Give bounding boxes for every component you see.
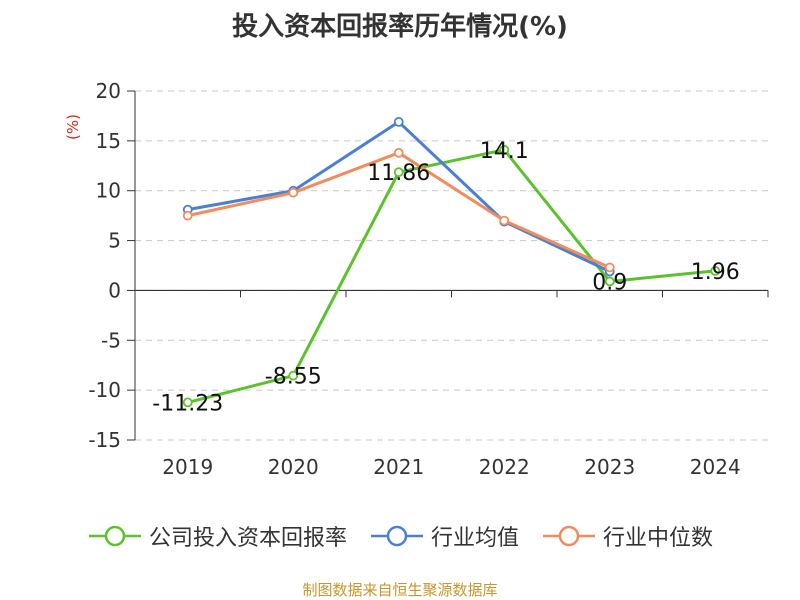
gridlines (135, 90, 768, 441)
y-tick-label: 5 (108, 229, 121, 253)
data-point (499, 215, 510, 226)
y-tick-label: 15 (96, 129, 121, 153)
data-point (393, 167, 404, 178)
series-line (187, 148, 716, 404)
legend-label: 公司投入资本回报率 (148, 526, 347, 551)
data-label: -8.55 (265, 365, 322, 390)
legend-item[interactable]: 行业中位数 (541, 520, 713, 552)
data-label: 14.1 (480, 139, 529, 164)
data-point (288, 370, 299, 381)
data-point (393, 117, 404, 127)
legend-item[interactable]: 公司投入资本回报率 (87, 520, 347, 552)
x-tick-label: 2023 (584, 455, 635, 479)
data-point (604, 262, 615, 273)
y-tick-label: -10 (88, 378, 121, 402)
legend-item[interactable]: 行业均值 (369, 520, 519, 552)
legend-swatch-icon (88, 525, 141, 547)
data-point (288, 187, 299, 198)
x-tick-label: 2021 (373, 455, 424, 479)
data-point (604, 276, 615, 287)
data-label: 0.9 (592, 270, 627, 295)
series-layer (182, 117, 721, 408)
data-point (182, 210, 193, 221)
y-tick-label: -5 (101, 328, 121, 352)
legend-swatch-icon (370, 525, 423, 547)
data-labels: -11.23 -8.55 11.86 14.1 0.9 1.96 (152, 139, 739, 417)
data-label: 1.96 (691, 260, 740, 285)
source-note: 制图数据来自恒生聚源数据库 (302, 581, 498, 599)
data-point (710, 265, 721, 276)
data-point (393, 147, 404, 158)
legend-label: 行业中位数 (603, 526, 714, 551)
data-point (499, 144, 510, 155)
y-tick-label: 0 (108, 278, 121, 302)
x-tick-label: 2024 (690, 455, 741, 479)
x-tick-label: 2022 (479, 455, 530, 479)
legend-swatch-icon (543, 525, 595, 547)
x-tick-label: 2020 (268, 455, 319, 479)
y-tick-label: 20 (96, 79, 121, 103)
y-axis-label: (%) (64, 114, 82, 140)
x-tick-label: 2019 (162, 455, 213, 479)
legend: 公司投入资本回报率 行业均值 行业中位数 (0, 520, 800, 552)
data-label: 11.86 (367, 161, 430, 186)
data-label: -11.23 (152, 391, 223, 416)
data-point (182, 397, 193, 408)
axes: -15 -10 -5 0 5 10 15 20 2019 2020 2021 2022 2023 2024… (64, 79, 769, 479)
y-tick-label: 10 (96, 179, 121, 203)
chart-title: 投入资本回报率历年情况(%) (232, 12, 568, 42)
y-tick-label: -15 (88, 428, 121, 452)
legend-label: 行业均值 (430, 526, 519, 551)
series-line (187, 120, 611, 273)
